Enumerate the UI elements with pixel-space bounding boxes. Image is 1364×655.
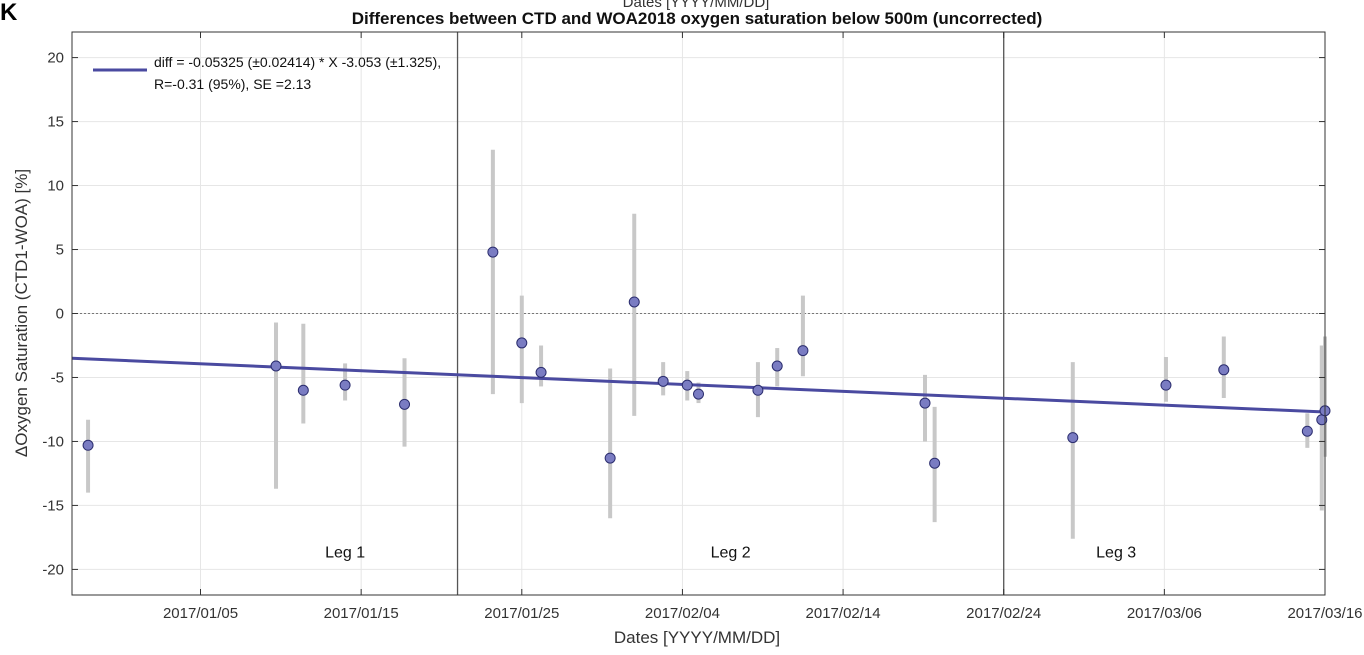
- y-tick-label: -10: [42, 433, 64, 450]
- data-point: [487, 246, 499, 258]
- x-tick-label: 2017/01/05: [163, 605, 238, 622]
- x-tick-label: 2017/02/24: [966, 605, 1041, 622]
- x-tick-label: 2017/01/25: [484, 605, 559, 622]
- y-tick-label: 15: [47, 114, 64, 131]
- data-point: [339, 379, 351, 391]
- data-point: [771, 360, 783, 372]
- leg-label: Leg 2: [711, 544, 751, 561]
- chart-title: Differences between CTD and WOA2018 oxyg…: [352, 9, 1043, 28]
- data-point: [1218, 364, 1230, 376]
- y-tick-label: 20: [47, 50, 64, 67]
- data-point: [693, 388, 704, 400]
- x-axis-label: Dates [YYYY/MM/DD]: [614, 628, 780, 647]
- leg-label: Leg 1: [325, 544, 365, 561]
- x-tick-label: 2017/02/14: [806, 605, 881, 622]
- x-tick-label: 2017/01/15: [324, 605, 399, 622]
- data-point: [270, 360, 282, 372]
- panel-letter: K: [0, 0, 18, 26]
- y-axis-label: ΔOxygen Saturation (CTD1-WOA) [%]: [12, 169, 31, 457]
- y-tick-label: -15: [42, 497, 64, 514]
- y-axis-ticks: 20 15 10 5 0 -5 -10 -15 -20: [42, 50, 1325, 578]
- data-point: [516, 337, 528, 349]
- leg-label: Leg 3: [1096, 544, 1136, 561]
- data-point: [628, 296, 640, 308]
- data-point: [919, 397, 931, 409]
- x-tick-label: 2017/03/06: [1127, 605, 1202, 622]
- data-point: [657, 375, 669, 387]
- x-axis-ticks: 2017/01/05 2017/01/15 2017/01/25 2017/02/04…: [163, 32, 1363, 622]
- y-tick-label: 10: [47, 178, 64, 195]
- data-point: [1301, 425, 1313, 437]
- data-point: [399, 398, 411, 410]
- y-tick-label: -20: [42, 561, 64, 578]
- y-tick-label: -5: [51, 369, 64, 386]
- x-tick-label: 2017/02/04: [645, 605, 720, 622]
- legend: diff = -0.05325 (±0.02414) * X -3.053 (±…: [93, 54, 441, 92]
- data-point: [1160, 379, 1172, 391]
- data-point: [681, 379, 693, 391]
- data-point: [752, 384, 764, 396]
- data-point: [797, 345, 809, 357]
- clipped-top-axis-label: Dates [YYYY/MM/DD]: [623, 0, 770, 11]
- legend-line1: diff = -0.05325 (±0.02414) * X -3.053 (±…: [154, 54, 441, 70]
- data-point: [1067, 432, 1079, 444]
- leg-labels: Leg 1 Leg 2 Leg 3: [325, 544, 1136, 561]
- data-point: [82, 439, 94, 451]
- x-tick-label: 2017/03/16: [1287, 605, 1362, 622]
- data-point: [535, 366, 547, 378]
- data-point: [929, 457, 941, 469]
- legend-line2: R=-0.31 (95%), SE =2.13: [154, 76, 311, 92]
- y-tick-label: 5: [56, 242, 64, 259]
- data-point: [604, 452, 616, 464]
- y-tick-label: 0: [56, 306, 64, 323]
- data-point: [297, 384, 309, 396]
